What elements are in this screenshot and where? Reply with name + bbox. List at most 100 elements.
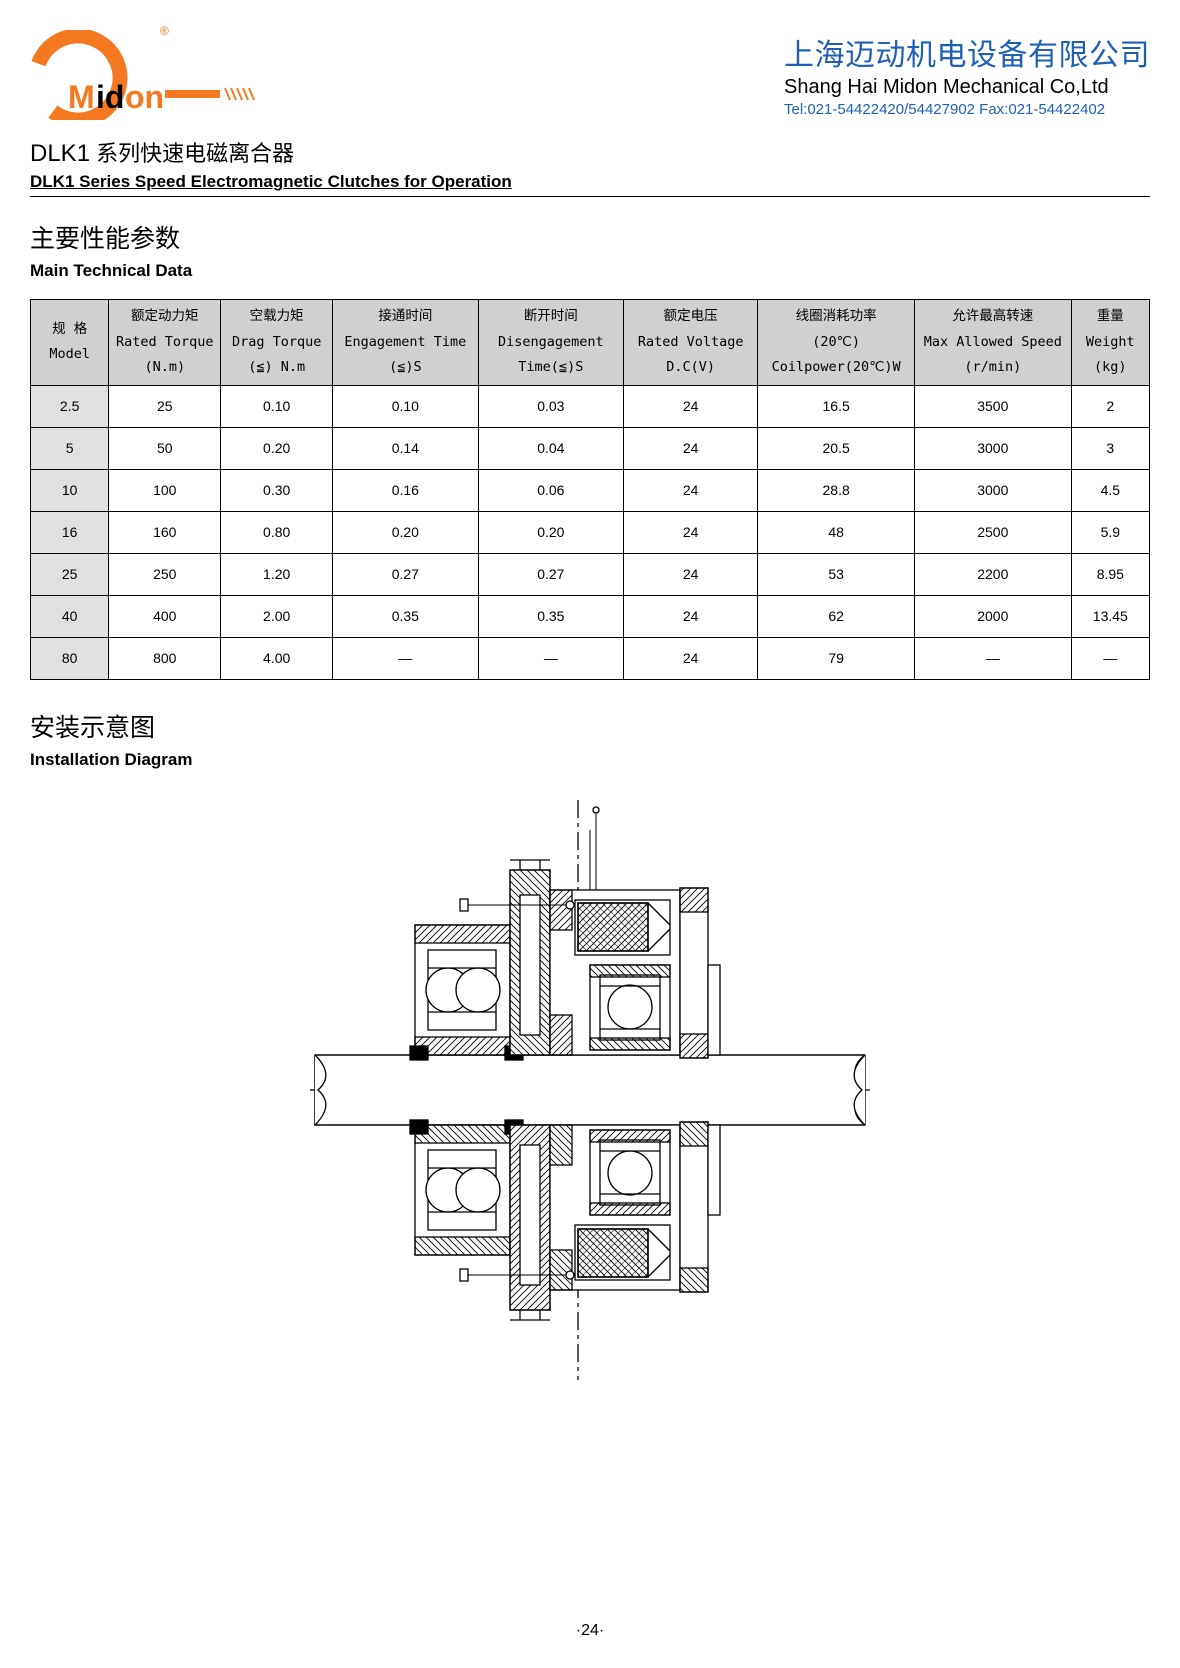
product-title: DLK1 系列快速电磁离合器 DLK1 Series Speed Electro… [30, 136, 1150, 192]
table-cell: 24 [624, 595, 758, 637]
title-cn: DLK1 系列快速电磁离合器 [30, 136, 1150, 168]
title-en: DLK1 Series Speed Electromagnetic Clutch… [30, 172, 1150, 192]
table-cell: 8.95 [1071, 553, 1149, 595]
table-cell: 100 [109, 469, 221, 511]
table-header: 额定动力矩Rated Torque(N.m) [109, 300, 221, 386]
company-info: 上海迈动机电设备有限公司 Shang Hai Midon Mechanical … [784, 30, 1150, 118]
table-cell: 24 [624, 469, 758, 511]
table-cell: 24 [624, 553, 758, 595]
table-cell: 160 [109, 511, 221, 553]
company-name-cn: 上海迈动机电设备有限公司 [784, 30, 1150, 74]
table-cell: 2 [1071, 385, 1149, 427]
table-cell: 13.45 [1071, 595, 1149, 637]
table-header: 规 格Model [31, 300, 109, 386]
table-cell: 400 [109, 595, 221, 637]
table-cell: 25 [31, 553, 109, 595]
table-cell: 3500 [914, 385, 1071, 427]
table-cell: 0.04 [478, 427, 623, 469]
table-cell: 0.30 [221, 469, 333, 511]
logo: ® 迈 动 M id on [30, 30, 290, 125]
table-cell: 0.14 [333, 427, 478, 469]
table-cell: 3 [1071, 427, 1149, 469]
title-underline [30, 196, 1150, 197]
table-cell: 2.5 [31, 385, 109, 427]
table-cell: 24 [624, 637, 758, 679]
table-row: 404002.000.350.352462200013.45 [31, 595, 1150, 637]
company-name-en: Shang Hai Midon Mechanical Co,Ltd [784, 76, 1150, 99]
section-data-en: Main Technical Data [30, 261, 1150, 281]
table-cell: 5.9 [1071, 511, 1149, 553]
table-cell: 0.03 [478, 385, 623, 427]
table-cell: 0.35 [478, 595, 623, 637]
table-header: 重量Weight(kg) [1071, 300, 1149, 386]
table-cell: 80 [31, 637, 109, 679]
page-number: ·24· [0, 1622, 1180, 1640]
svg-text:id: id [96, 79, 124, 115]
table-cell: 0.10 [221, 385, 333, 427]
table-cell: 16 [31, 511, 109, 553]
table-cell: 0.10 [333, 385, 478, 427]
table-cell: 4.00 [221, 637, 333, 679]
company-tel: Tel:021-54422420/54427902 Fax:021-544224… [784, 101, 1150, 118]
table-cell: 0.20 [333, 511, 478, 553]
table-cell: 4.5 [1071, 469, 1149, 511]
page-header: ® 迈 动 M id on 上海迈动机电设备有限公司 Shang Hai Mid… [30, 30, 1150, 130]
table-header: 空载力矩Drag Torque(≦) N.m [221, 300, 333, 386]
table-cell: — [914, 637, 1071, 679]
table-cell: 250 [109, 553, 221, 595]
table-header: 线圈消耗功率(20℃)Coilpower(20℃)W [758, 300, 915, 386]
table-cell: 0.35 [333, 595, 478, 637]
table-row: 161600.800.200.20244825005.9 [31, 511, 1150, 553]
table-header: 允许最高转速Max Allowed Speed(r/min) [914, 300, 1071, 386]
table-cell: 3000 [914, 469, 1071, 511]
svg-text:on: on [125, 79, 164, 115]
table-cell: 2000 [914, 595, 1071, 637]
table-row: 101000.300.160.062428.830004.5 [31, 469, 1150, 511]
table-cell: 20.5 [758, 427, 915, 469]
table-cell: 79 [758, 637, 915, 679]
installation-diagram [30, 800, 1150, 1385]
svg-text:迈: 迈 [65, 52, 83, 72]
table-cell: 800 [109, 637, 221, 679]
table-cell: 5 [31, 427, 109, 469]
table-cell: 0.27 [478, 553, 623, 595]
table-cell: 62 [758, 595, 915, 637]
table-row: 252501.200.270.27245322008.95 [31, 553, 1150, 595]
table-cell: 25 [109, 385, 221, 427]
table-cell: 53 [758, 553, 915, 595]
logo-reg-mark: ® [160, 24, 169, 38]
table-cell: 24 [624, 385, 758, 427]
section-data-cn: 主要性能参数 [30, 219, 1150, 255]
table-cell: 48 [758, 511, 915, 553]
table-cell: 40 [31, 595, 109, 637]
section-diagram-en: Installation Diagram [30, 750, 1150, 770]
table-cell: — [1071, 637, 1149, 679]
table-header: 接通时间Engagement Time(≦)S [333, 300, 478, 386]
table-cell: 0.20 [221, 427, 333, 469]
table-header: 额定电压Rated VoltageD.C(V) [624, 300, 758, 386]
clutch-diagram-svg [310, 800, 870, 1380]
table-cell: 16.5 [758, 385, 915, 427]
table-cell: 28.8 [758, 469, 915, 511]
table-row: 2.5250.100.100.032416.535002 [31, 385, 1150, 427]
table-header: 断开时间DisengagementTime(≦)S [478, 300, 623, 386]
table-cell: 0.80 [221, 511, 333, 553]
table-cell: 0.20 [478, 511, 623, 553]
table-cell: — [333, 637, 478, 679]
logo-svg: 迈 动 M id on [30, 30, 280, 120]
table-cell: 0.06 [478, 469, 623, 511]
table-cell: 1.20 [221, 553, 333, 595]
table-cell: 10 [31, 469, 109, 511]
section-diagram-cn: 安装示意图 [30, 708, 1150, 744]
table-cell: 24 [624, 427, 758, 469]
table-cell: 2.00 [221, 595, 333, 637]
table-cell: 50 [109, 427, 221, 469]
table-row: 5500.200.140.042420.530003 [31, 427, 1150, 469]
table-cell: 3000 [914, 427, 1071, 469]
svg-text:M: M [68, 79, 95, 115]
table-cell: 0.27 [333, 553, 478, 595]
table-cell: 2500 [914, 511, 1071, 553]
table-row: 808004.00——2479—— [31, 637, 1150, 679]
table-cell: 24 [624, 511, 758, 553]
table-cell: — [478, 637, 623, 679]
